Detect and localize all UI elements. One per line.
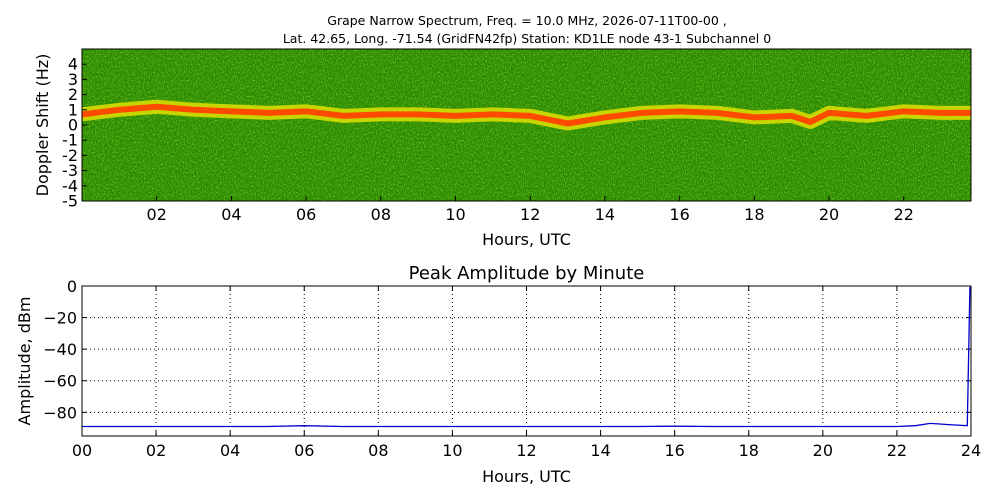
spectrogram-x-tick-label: 14 bbox=[595, 205, 615, 224]
spectrogram-plot: 02 04 06 08 10 12 14 16 18 20 2243210-1-2-3-4-5Hou… bbox=[33, 48, 972, 249]
spectrogram-x-tick-label: 06 bbox=[296, 205, 316, 224]
amplitude-x-tick-label: 04 bbox=[220, 441, 240, 460]
amplitude-x-tick-label: 16 bbox=[664, 441, 684, 460]
amplitude-frame bbox=[81, 285, 972, 437]
amplitude-x-tick-label: 10 bbox=[442, 441, 462, 460]
amplitude-x-tick-label: 08 bbox=[368, 441, 388, 460]
spectrogram-y-tick-label: 2 bbox=[68, 85, 78, 104]
amplitude-y-label: Amplitude, dBm bbox=[15, 297, 34, 426]
chart-title-line2: Lat. 42.65, Long. -71.54 (GridFN42fp) St… bbox=[283, 31, 771, 46]
spectrogram-y-tick-label: 4 bbox=[68, 55, 78, 74]
spectrogram-y-tick-label: -2 bbox=[62, 146, 78, 165]
spectrogram-y-tick-label: 3 bbox=[68, 70, 78, 89]
spectrogram-x-tick-label: 20 bbox=[819, 205, 839, 224]
carrier-band-peak bbox=[82, 103, 971, 127]
spectrogram-x-tick-label: 08 bbox=[371, 205, 391, 224]
spectrogram-x-tick-label: 02 bbox=[147, 205, 167, 224]
amplitude-y-tick-label: 0 bbox=[67, 277, 77, 296]
spectrogram-y-tick-label: 1 bbox=[68, 100, 78, 119]
amplitude-x-tick-label: 14 bbox=[590, 441, 610, 460]
amplitude-y-tick-label: −40 bbox=[43, 340, 77, 359]
amplitude-x-tick-label: 20 bbox=[813, 441, 833, 460]
spectrogram-x-label: Hours, UTC bbox=[482, 230, 571, 249]
amplitude-x-tick-label: 02 bbox=[146, 441, 166, 460]
spectrogram-y-tick-label: -3 bbox=[62, 161, 78, 180]
spectrogram-noise bbox=[82, 49, 971, 201]
spectrogram-y-tick-label: -1 bbox=[62, 131, 78, 150]
amplitude-x-tick-label: 12 bbox=[516, 441, 536, 460]
amplitude-plot: Peak Amplitude by Minute 00 02 04 06 08 10 12 14… bbox=[15, 263, 981, 486]
amplitude-x-tick-label: 06 bbox=[294, 441, 314, 460]
amplitude-title: Peak Amplitude by Minute bbox=[409, 263, 645, 284]
amplitude-y-tick-label: −60 bbox=[43, 372, 77, 391]
spectrogram-x-tick-label: 10 bbox=[445, 205, 465, 224]
spectrogram-y-tick-label: 0 bbox=[68, 116, 78, 135]
amplitude-x-tick-label: 00 bbox=[72, 441, 92, 460]
spectrogram-x-tick-label: 22 bbox=[894, 205, 914, 224]
amplitude-y-tick-label: −80 bbox=[43, 403, 77, 422]
chart-title-line1: Grape Narrow Spectrum, Freq. = 10.0 MHz,… bbox=[327, 13, 726, 28]
spectrogram-y-label: Doppler Shift (Hz) bbox=[33, 54, 52, 197]
spectrogram-x-tick-label: 18 bbox=[744, 205, 764, 224]
spectrogram-x-tick-label: 04 bbox=[221, 205, 241, 224]
amplitude-y-tick-label: −20 bbox=[43, 309, 77, 328]
amplitude-x-label: Hours, UTC bbox=[482, 467, 571, 486]
spectrogram-x-tick-label: 16 bbox=[669, 205, 689, 224]
amplitude-x-tick-label: 18 bbox=[739, 441, 759, 460]
spectrogram-y-tick-label: -5 bbox=[62, 192, 78, 211]
spectrogram-y-tick-label: -4 bbox=[62, 176, 78, 195]
spectrogram-x-tick-label: 12 bbox=[520, 205, 540, 224]
spectrogram-image bbox=[82, 49, 971, 201]
amplitude-series-line bbox=[82, 286, 971, 428]
amplitude-x-tick-label: 22 bbox=[887, 441, 907, 460]
amplitude-x-tick-label: 24 bbox=[961, 441, 981, 460]
